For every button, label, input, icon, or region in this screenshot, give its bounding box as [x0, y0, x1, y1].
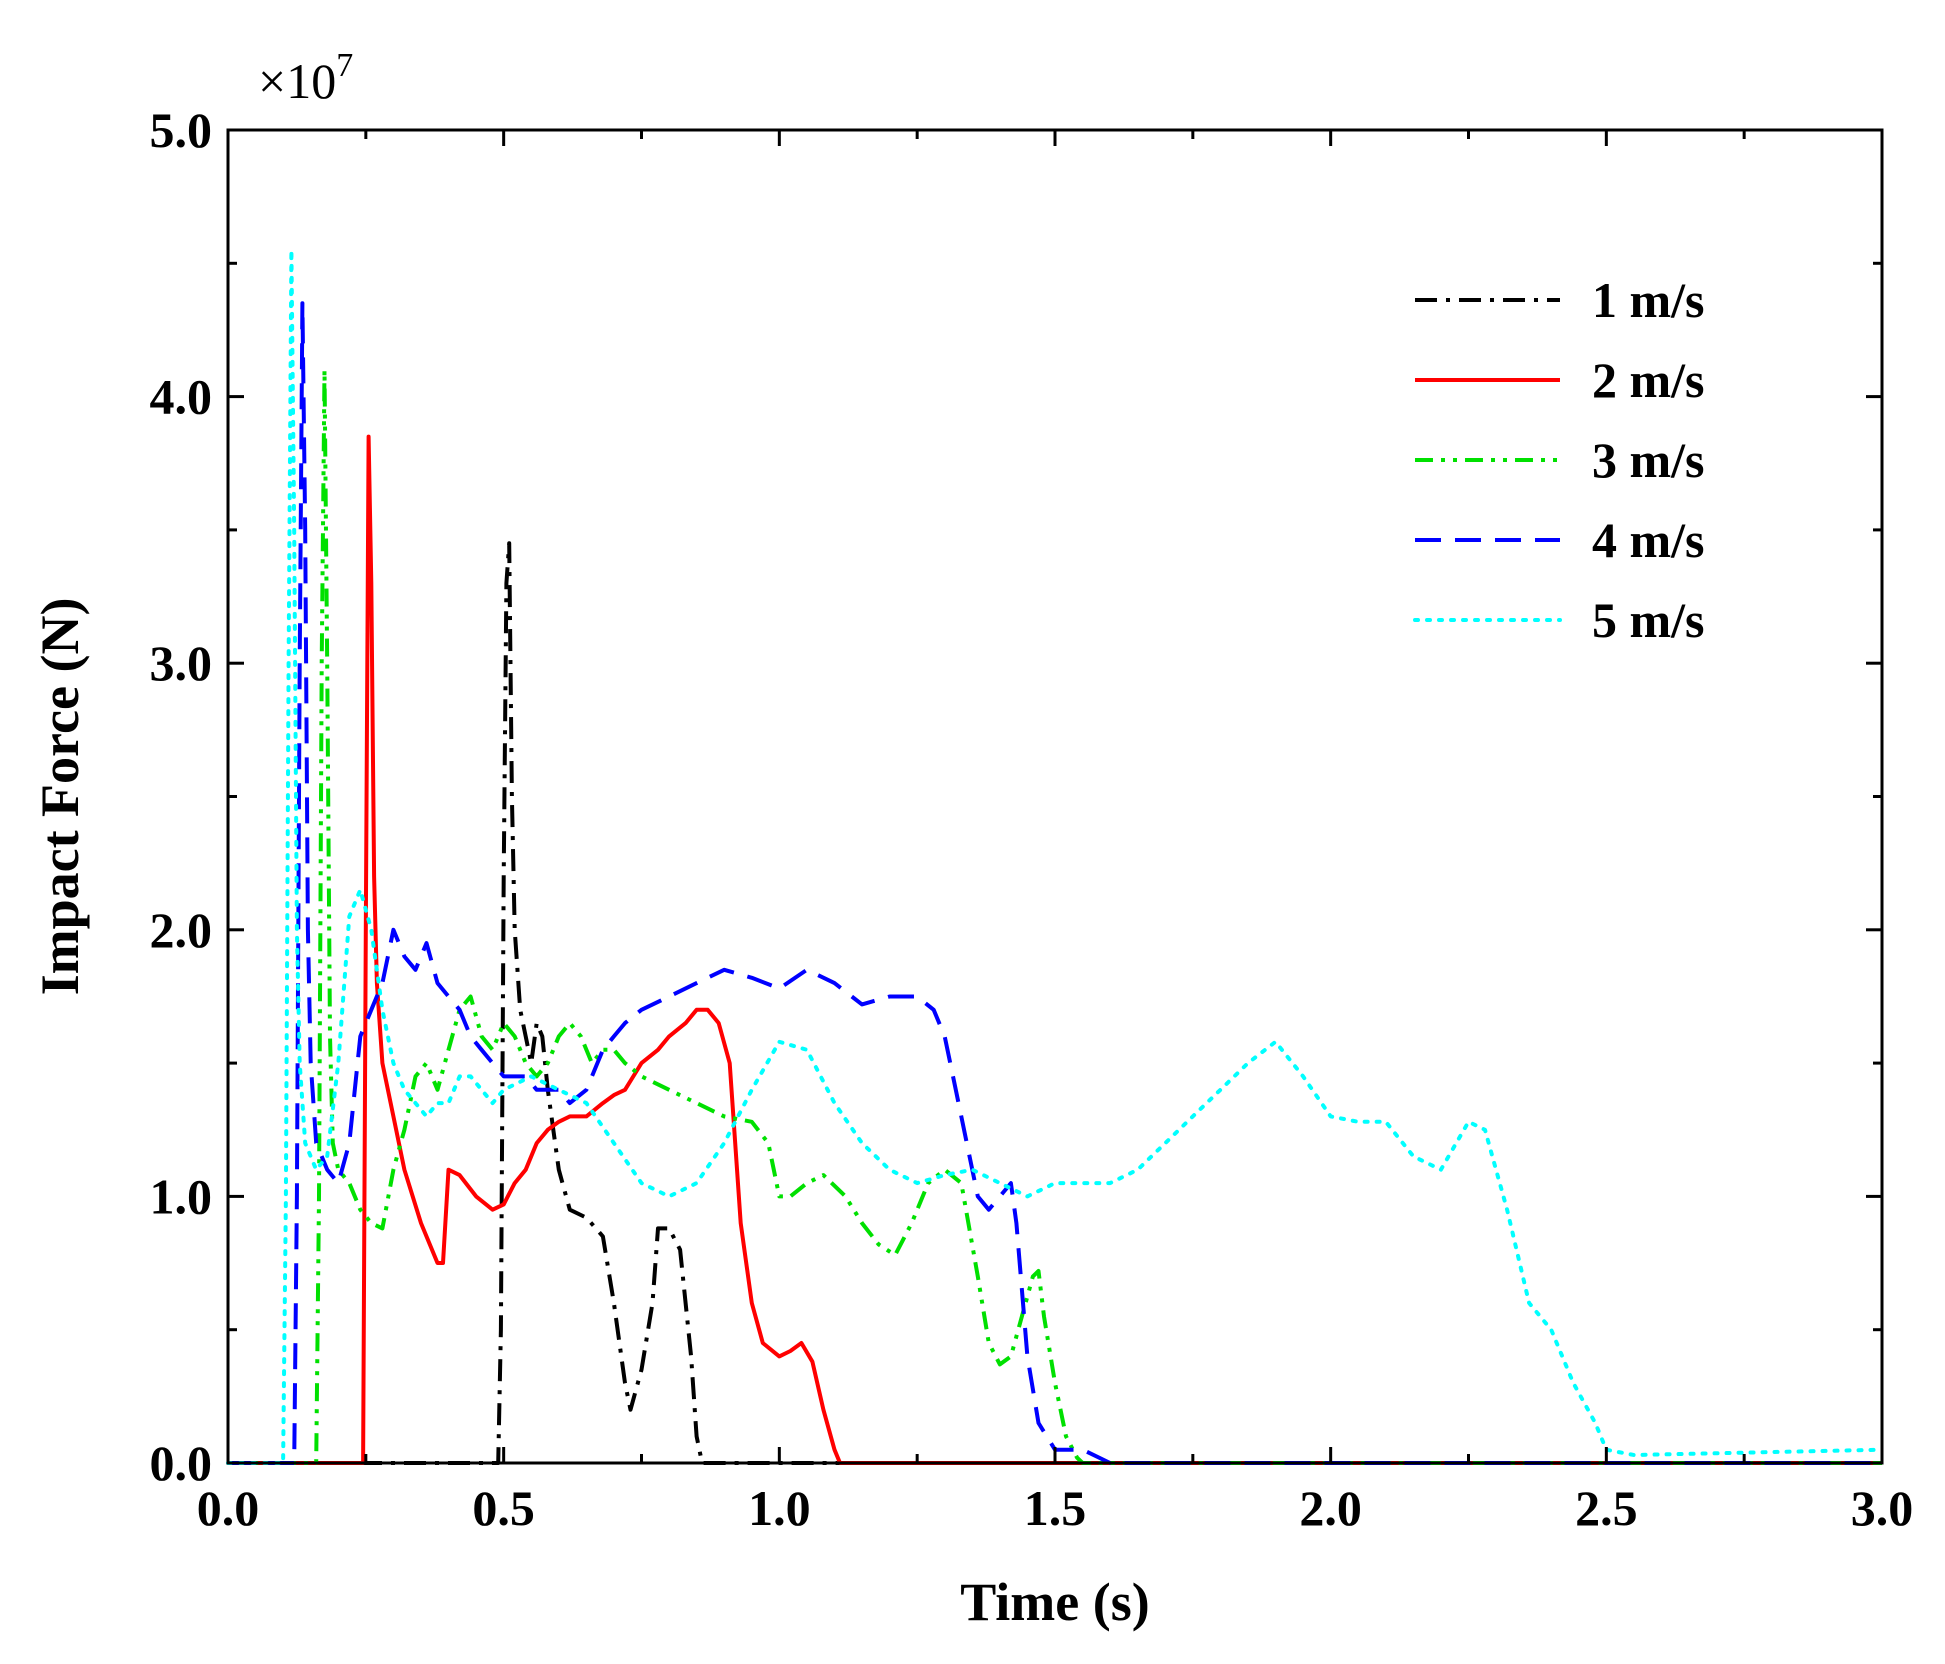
legend-label-1: 1 m/s [1592, 272, 1705, 328]
legend: 1 m/s 2 m/s 3 m/s 4 m/s 5 m/s [1413, 272, 1705, 648]
x-tick-label: 2.5 [1575, 1480, 1638, 1536]
legend-label-4: 4 m/s [1592, 512, 1705, 568]
legend-label-2: 2 m/s [1592, 352, 1705, 408]
y-tick-label: 5.0 [150, 102, 213, 158]
x-tick-label: 1.0 [748, 1480, 811, 1536]
x-tick-label: 1.5 [1024, 1480, 1087, 1536]
tick-layer: 0.0 0.5 1.0 1.5 2.0 2.5 3.0 0.0 1.0 2.0 3.0 4.0 5.0 [150, 102, 1914, 1536]
series-line-1 [228, 541, 1882, 1465]
y-multiplier: ×107 [258, 47, 353, 109]
legend-label-5: 5 m/s [1592, 592, 1705, 648]
y-tick-label: 2.0 [150, 902, 213, 958]
y-tick-label: 1.0 [150, 1168, 213, 1224]
y-tick-label: 0.0 [150, 1435, 213, 1491]
x-tick-label: 3.0 [1851, 1480, 1914, 1536]
y-axis-title: Impact Force (N) [30, 598, 90, 996]
x-axis-title: Time (s) [960, 1572, 1149, 1632]
series-layer [226, 248, 1884, 1465]
y-tick-label: 4.0 [150, 369, 213, 425]
y-multiplier-exponent: 7 [336, 47, 353, 84]
series-line-5 [226, 248, 1884, 1465]
y-tick-label: 3.0 [150, 635, 213, 691]
legend-label-3: 3 m/s [1592, 432, 1705, 488]
y-multiplier-base: ×10 [258, 53, 336, 109]
x-tick-label: 0.5 [472, 1480, 535, 1536]
x-tick-label: 2.0 [1299, 1480, 1362, 1536]
x-tick-label: 0.0 [197, 1480, 260, 1536]
series-line-2 [228, 434, 1882, 1465]
